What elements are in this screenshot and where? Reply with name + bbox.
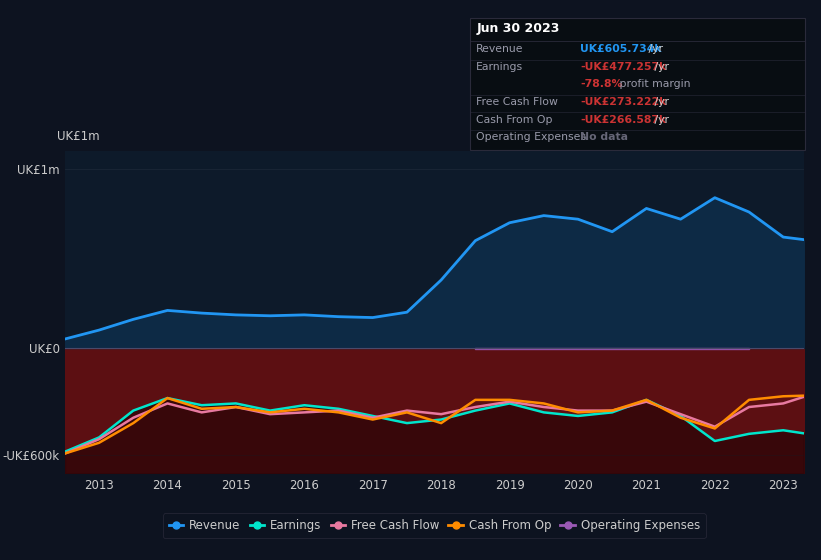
Text: Earnings: Earnings: [476, 62, 523, 72]
Text: /yr: /yr: [651, 62, 669, 72]
Text: No data: No data: [580, 132, 628, 142]
Text: Operating Expenses: Operating Expenses: [476, 132, 586, 142]
Text: profit margin: profit margin: [616, 80, 690, 90]
Text: Free Cash Flow: Free Cash Flow: [476, 97, 558, 107]
Text: Cash From Op: Cash From Op: [476, 115, 553, 125]
Text: /yr: /yr: [645, 44, 663, 54]
Text: -UK£477.257k: -UK£477.257k: [580, 62, 667, 72]
Text: /yr: /yr: [651, 97, 669, 107]
Text: UK£1m: UK£1m: [57, 130, 99, 143]
Legend: Revenue, Earnings, Free Cash Flow, Cash From Op, Operating Expenses: Revenue, Earnings, Free Cash Flow, Cash …: [163, 514, 706, 538]
Text: Jun 30 2023: Jun 30 2023: [476, 22, 560, 35]
Text: Revenue: Revenue: [476, 44, 524, 54]
Text: -78.8%: -78.8%: [580, 80, 623, 90]
Text: -UK£266.587k: -UK£266.587k: [580, 115, 667, 125]
Text: -UK£273.222k: -UK£273.222k: [580, 97, 667, 107]
Text: UK£605.734k: UK£605.734k: [580, 44, 662, 54]
Text: /yr: /yr: [651, 115, 669, 125]
